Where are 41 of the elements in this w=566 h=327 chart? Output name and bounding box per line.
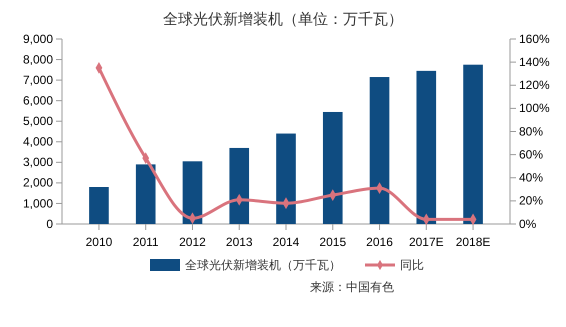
y-tick-label: 0 — [46, 216, 54, 231]
bar — [370, 77, 390, 224]
bar — [463, 64, 483, 224]
x-tick-label: 2018E — [456, 235, 490, 250]
x-tick-label: 2012 — [179, 235, 206, 250]
x-tick-label: 2010 — [86, 235, 113, 250]
x-tick-label: 2013 — [226, 235, 253, 250]
y-tick-label: 1,000 — [22, 196, 54, 210]
y2-tick-label: 60% — [519, 147, 544, 162]
bar — [276, 134, 296, 224]
y2-tick-label: 20% — [519, 194, 544, 208]
legend-label: 同比 — [400, 258, 424, 272]
x-tick-label: 2014 — [272, 235, 300, 250]
bar — [89, 187, 109, 224]
y-tick-label: 7,000 — [22, 72, 54, 87]
source-note: 来源：中国有色 — [310, 280, 394, 294]
y2-tick-label: 140% — [519, 54, 550, 69]
x-tick-label: 2017E — [408, 235, 444, 250]
y-tick-label: 9,000 — [22, 32, 54, 46]
y-tick-label: 3,000 — [22, 155, 54, 170]
y2-tick-label: 120% — [519, 78, 550, 92]
y2-tick-label: 40% — [519, 170, 544, 185]
y-tick-label: 5,000 — [22, 114, 54, 128]
y-tick-label: 2,000 — [22, 176, 54, 190]
y2-tick-label: 100% — [519, 101, 550, 116]
y2-tick-label: 160% — [519, 32, 550, 46]
y-tick-label: 6,000 — [22, 94, 54, 108]
bar — [416, 70, 436, 224]
bar — [136, 164, 156, 224]
y2-tick-label: 0% — [519, 216, 537, 231]
y-tick-label: 8,000 — [22, 52, 54, 66]
bar — [182, 161, 202, 224]
y2-tick-label: 80% — [519, 124, 544, 138]
y-tick-label: 4,000 — [22, 134, 54, 149]
bar — [229, 148, 250, 224]
x-tick-label: 2011 — [132, 235, 159, 250]
x-tick-label: 2016 — [366, 235, 394, 250]
legend-label: 全球光伏新增装机（万千瓦） — [185, 258, 341, 272]
bar — [322, 112, 343, 224]
chart-title: 全球光伏新增装机（单位：万千瓦） — [163, 11, 403, 28]
x-tick-label: 2015 — [319, 235, 346, 250]
